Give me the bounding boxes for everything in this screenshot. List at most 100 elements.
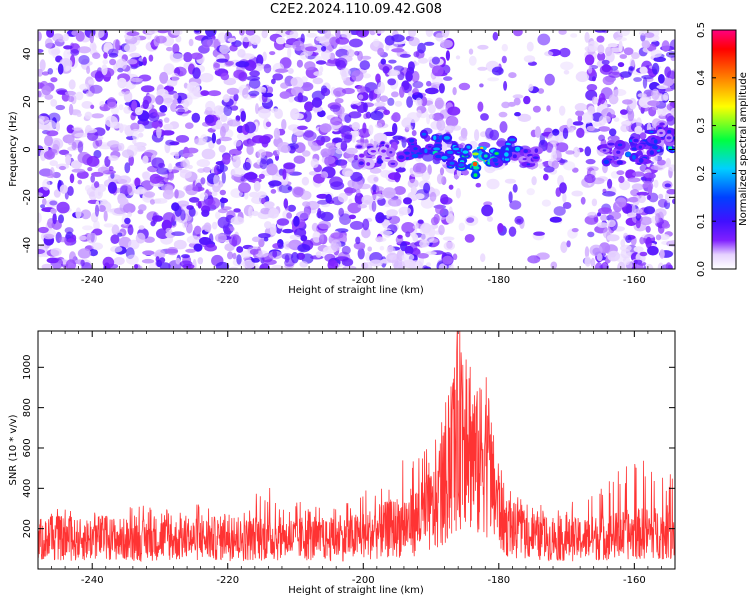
spectrogram-speckle bbox=[168, 172, 175, 181]
spectrogram-speckle bbox=[389, 254, 397, 261]
spectrogram-speckle bbox=[497, 223, 504, 233]
spectrogram-speckle bbox=[639, 132, 647, 140]
spectrogram-speckle bbox=[359, 60, 371, 71]
spectrogram-speckle bbox=[52, 33, 64, 42]
spectrogram-speckle bbox=[216, 138, 222, 145]
x-tick-label: -200 bbox=[352, 575, 375, 586]
spectrogram-speckle bbox=[320, 148, 331, 158]
spectrogram-speckle bbox=[91, 43, 97, 51]
spectrogram-speckle bbox=[615, 37, 627, 42]
spectrogram-speckle bbox=[172, 43, 180, 55]
spectrogram-speckle bbox=[570, 33, 578, 38]
spectrogram-speckle bbox=[602, 191, 616, 197]
spectrogram-speckle bbox=[250, 34, 261, 46]
spectrogram-speckle bbox=[271, 78, 276, 85]
spectrogram-speckle bbox=[335, 37, 350, 45]
spectrogram-speckle bbox=[251, 258, 260, 263]
spectrogram-speckle bbox=[121, 149, 135, 159]
spectrogram-speckle bbox=[249, 70, 260, 77]
spectrogram-speckle bbox=[150, 220, 156, 227]
spectrogram-speckle bbox=[596, 222, 609, 228]
spectrogram-speckle bbox=[170, 53, 184, 62]
spectrogram-speckle bbox=[269, 183, 275, 188]
spectrogram-speckle bbox=[410, 172, 424, 178]
spectrogram-speckle bbox=[628, 67, 633, 76]
spectrogram-speckle bbox=[50, 208, 57, 214]
spectrogram-speckle bbox=[71, 141, 77, 150]
spectrogram-hotspot-core bbox=[356, 145, 363, 149]
spectrogram-speckle bbox=[246, 144, 254, 155]
spectrogram-speckle bbox=[239, 30, 245, 36]
spectrogram-speckle bbox=[639, 251, 648, 257]
spectrogram-speckle bbox=[113, 257, 125, 265]
y-tick-label: 40 bbox=[22, 48, 33, 61]
spectrogram-speckle bbox=[242, 259, 256, 269]
spectrogram-speckle bbox=[448, 184, 454, 190]
spectrogram-speckle bbox=[187, 164, 193, 170]
spectrogram-speckle bbox=[341, 258, 354, 267]
spectrogram-speckle bbox=[416, 109, 422, 119]
spectrogram-speckle bbox=[587, 211, 598, 218]
spectrogram-speckle bbox=[249, 248, 259, 255]
spectrogram-speckle bbox=[387, 97, 395, 106]
spectrogram-hotspot-core bbox=[458, 163, 465, 167]
spectrogram-speckle bbox=[349, 220, 364, 230]
spectrogram-speckle bbox=[261, 197, 266, 205]
spectrogram-speckle bbox=[363, 102, 368, 113]
spectrogram-speckle bbox=[165, 248, 178, 254]
spectrogram-speckle bbox=[496, 138, 507, 148]
spectrogram-speckle bbox=[641, 234, 655, 239]
spectrogram-hotspot-core bbox=[398, 155, 405, 160]
spectrogram-speckle bbox=[200, 134, 208, 143]
spectrogram-speckle bbox=[185, 248, 197, 253]
spectrogram-speckle bbox=[622, 256, 631, 266]
spectrogram-speckle bbox=[272, 73, 284, 81]
spectrogram-speckle bbox=[412, 81, 424, 89]
spectrogram-speckle bbox=[527, 255, 541, 264]
spectrogram-speckle bbox=[571, 190, 583, 197]
spectrogram-hotspot-core bbox=[649, 150, 654, 156]
spectrogram-speckle bbox=[155, 95, 164, 105]
spectrogram-speckle bbox=[589, 244, 603, 257]
spectrogram-hotspot-core bbox=[602, 149, 607, 152]
spectrogram-hotspot-core bbox=[632, 154, 636, 160]
spectrogram-speckle bbox=[240, 35, 253, 43]
spectrogram-speckle bbox=[171, 231, 185, 236]
spectrogram-speckle bbox=[218, 145, 226, 153]
spectrogram-speckle bbox=[391, 48, 405, 53]
spectrogram-speckle bbox=[44, 135, 53, 147]
spectrogram-speckle bbox=[452, 87, 457, 96]
snr-panel: -240 -220 -200 -180 -160 200 400 600 800 1000 bbox=[22, 330, 676, 586]
spectrogram-speckle bbox=[537, 88, 545, 94]
spectrogram-speckle bbox=[345, 147, 358, 155]
spectrogram-hotspot-core bbox=[492, 158, 498, 163]
spectrogram-speckle bbox=[92, 52, 101, 59]
spectrogram-speckle bbox=[412, 233, 419, 243]
spectrogram-speckle bbox=[56, 201, 70, 214]
spectrogram-speckle bbox=[151, 157, 165, 169]
x-tick-label: -240 bbox=[81, 275, 104, 286]
spectrogram-speckle bbox=[480, 113, 489, 121]
spectrogram-hotspot-core bbox=[462, 150, 469, 154]
spectrogram-speckle bbox=[244, 121, 256, 134]
spectrogram-hotspot-core bbox=[532, 156, 539, 159]
spectrogram-hotspot-core bbox=[452, 147, 460, 151]
spectrogram-speckle bbox=[283, 162, 296, 170]
spectrogram-speckle bbox=[134, 264, 139, 269]
spectrogram-speckle bbox=[528, 83, 534, 92]
spectrogram-speckle bbox=[279, 91, 291, 99]
y-tick-label: -40 bbox=[22, 237, 33, 253]
spectrogram-hotspot-core bbox=[358, 161, 364, 166]
spectrogram-speckle bbox=[605, 46, 613, 57]
spectrogram-speckle bbox=[84, 185, 92, 192]
spectrogram-speckle bbox=[373, 132, 388, 143]
spectrogram-speckle bbox=[350, 171, 363, 182]
spectrogram-speckle bbox=[256, 54, 264, 66]
spectrogram-speckle bbox=[566, 118, 573, 129]
spectrogram-speckle bbox=[572, 121, 584, 126]
spectrogram-speckle bbox=[544, 51, 554, 57]
spectrogram-speckle bbox=[293, 155, 306, 164]
spectrogram-speckle bbox=[347, 202, 362, 214]
spectrogram-speckle bbox=[346, 49, 355, 58]
